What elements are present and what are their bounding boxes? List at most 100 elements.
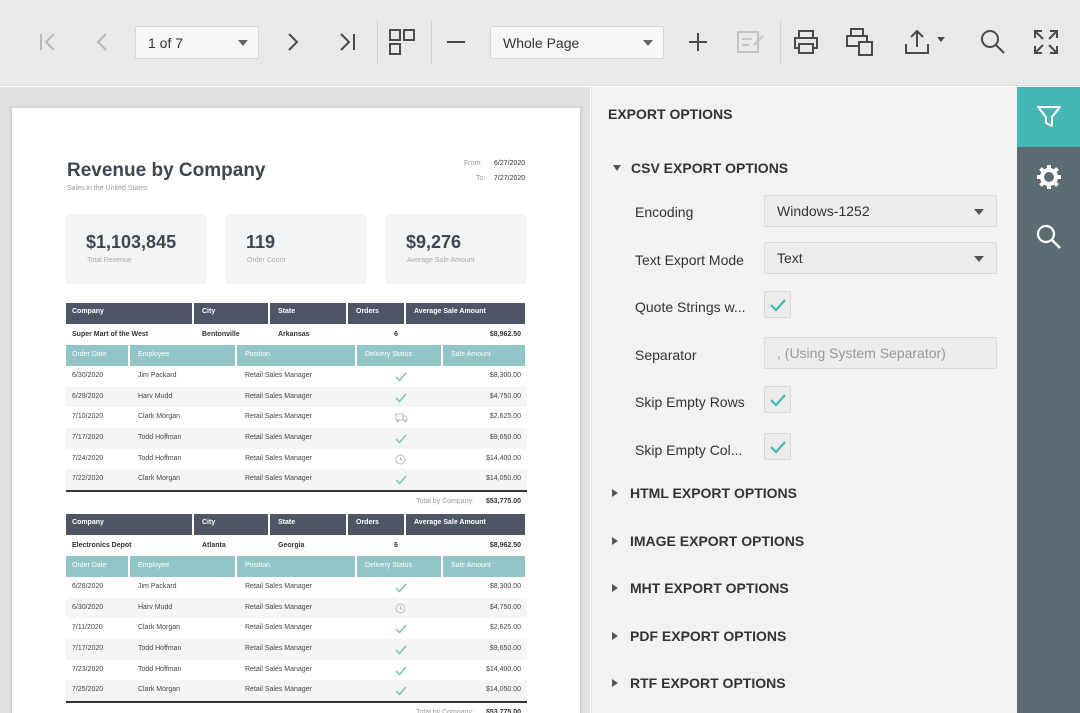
company-orders: 6 [394,542,398,549]
column-header: Order Date [66,556,130,577]
export-options-panel: EXPORT OPTIONS CSV EXPORT OPTIONS Encodi… [591,87,1017,713]
zoom-in-button[interactable] [678,22,718,62]
column-header: Average Sale Amount [408,514,527,535]
first-page-button[interactable] [28,22,68,62]
fullscreen-icon [1034,30,1058,54]
report-title: Revenue by Company [67,160,266,181]
order-position: Retail Sales Manager [245,686,312,694]
document-preview[interactable]: Revenue by Company Sales in the United S… [0,87,590,713]
column-header: Company [66,514,194,535]
order-employee: Todd Hoffman [138,665,182,673]
separator-label: Separator [635,347,697,363]
to-label: To: [476,175,486,182]
search-icon [981,30,1005,54]
export-to-button[interactable] [898,22,952,62]
triangle-down-icon [613,165,621,171]
mht-section-header[interactable]: MHT EXPORT OPTIONS [612,580,789,596]
column-header: Position [239,556,357,577]
tab-parameters[interactable] [1017,87,1080,147]
column-header: Delivery Status [359,556,443,577]
order-date: 7/25/2020 [72,686,104,694]
editing-fields-button[interactable] [731,22,771,62]
order-position: Retail Sales Manager [245,413,312,421]
chevron-down-icon [974,209,984,215]
pdf-section-header[interactable]: PDF EXPORT OPTIONS [612,628,786,644]
table-row: 6/30/2020 Harv Mudd Retail Sales Manager $4… [66,597,527,619]
skip-empty-columns-checkbox[interactable] [764,433,791,460]
kpi-card: $1,103,845 Total Revenue [66,214,206,284]
check-icon [395,475,407,486]
previous-page-button[interactable] [82,22,122,62]
first-page-icon [40,33,55,51]
multipage-icon [389,29,415,55]
multipage-button[interactable] [382,22,422,62]
company-row: Super Mart of the West Bentonville Arkansa… [66,324,527,345]
order-amount: $14,400.00 [485,665,521,673]
tab-search[interactable] [1017,207,1080,267]
html-section-header[interactable]: HTML EXPORT OPTIONS [612,485,797,501]
order-date: 7/23/2020 [72,665,104,673]
chevron-down-icon [643,40,653,46]
search-button[interactable] [973,22,1013,62]
fullscreen-button[interactable] [1026,22,1066,62]
company-table: Company City State Orders Average Sale Amoun… [66,514,527,713]
filter-icon [1036,106,1061,127]
checkmark-icon [769,298,786,312]
order-date: 7/17/2020 [72,434,104,442]
checkmark-icon [769,440,786,454]
chevron-down-icon [238,40,248,46]
table-row: 7/22/2020 Clark Morgan Retail Sales Manage… [66,469,527,491]
order-position: Retail Sales Manager [245,372,312,379]
check-icon [395,666,407,676]
triangle-right-icon [612,584,618,592]
order-position: Retail Sales Manager [245,603,312,611]
check-icon [395,583,407,593]
plus-icon [689,33,707,51]
column-header: Position [239,345,357,366]
company-city: Bentonville [202,331,240,338]
page-selector[interactable]: 1 of 7 [135,26,259,59]
column-header: Employee [132,556,237,577]
order-employee: Clark Morgan [138,413,181,421]
order-position: Retail Sales Manager [245,434,312,442]
order-position: Retail Sales Manager [245,454,312,462]
quote-strings-checkbox[interactable] [764,291,791,318]
edit-fields-icon [737,31,764,53]
company-city: Atlanta [202,542,226,549]
order-position: Retail Sales Manager [245,392,312,400]
order-date: 6/30/2020 [72,372,104,379]
table-row: 7/17/2020 Todd Hoffman Retail Sales Manage… [66,428,527,449]
zoom-out-button[interactable] [436,22,476,62]
column-header: City [196,303,270,324]
order-employee: Harv Mudd [138,392,173,400]
rtf-section-header[interactable]: RTF EXPORT OPTIONS [612,675,786,691]
next-page-button[interactable] [273,22,313,62]
toolbar-divider [780,20,781,64]
chevron-left-icon [96,33,107,51]
order-amount: $14,050.00 [485,686,521,694]
image-section-header[interactable]: IMAGE EXPORT OPTIONS [612,533,804,549]
kpi-value: 119 [246,232,276,252]
table-row: 7/17/2020 Todd Hoffman Retail Sales Manage… [66,639,527,660]
order-employee: Jim Packard [138,372,177,379]
zoom-selector[interactable]: Whole Page [490,26,664,59]
print-page-button[interactable] [840,22,880,62]
order-date: 7/22/2020 [72,475,104,483]
encoding-select[interactable]: Windows-1252 [764,195,997,227]
encoding-value: Windows-1252 [777,203,870,219]
column-header: State [272,303,348,324]
skip-empty-rows-checkbox[interactable] [764,386,791,413]
tab-export-options[interactable] [1017,147,1080,207]
table-row: 7/23/2020 Todd Hoffman Retail Sales Manage… [66,660,527,681]
quote-strings-label: Quote Strings w... [635,299,746,315]
triangle-right-icon [612,537,618,545]
order-header-row: Order Date Employee Position Delivery Statu… [66,556,527,577]
export-icon [905,29,945,54]
text-export-mode-select[interactable]: Text [764,242,997,274]
csv-section-header[interactable]: CSV EXPORT OPTIONS [613,160,788,176]
company-name: Electronics Depot [72,542,132,549]
print-button[interactable] [786,22,826,62]
toolbar-divider [377,20,378,64]
separator-input[interactable]: , (Using System Separator) [764,337,997,369]
last-page-button[interactable] [327,22,367,62]
